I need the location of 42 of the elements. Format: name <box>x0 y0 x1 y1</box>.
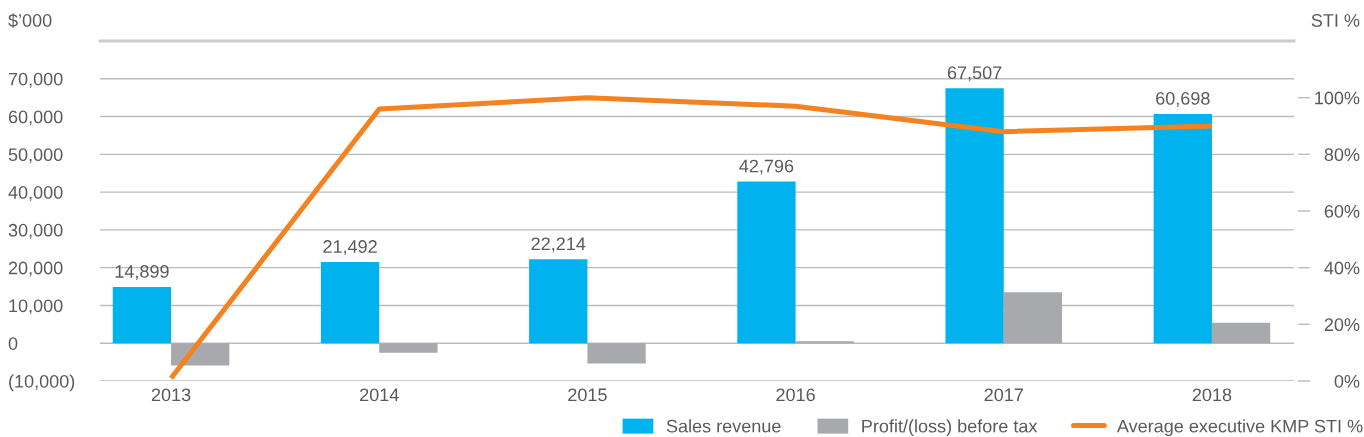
y2-tick-label: 40% <box>1324 261 1360 275</box>
y-tick-label: 40,000 <box>8 186 63 201</box>
y-axis-title: $’000 <box>8 13 52 28</box>
bar <box>112 286 172 344</box>
x-tick-label: 2013 <box>151 388 191 402</box>
bar <box>529 259 588 344</box>
y2-tick-label: 20% <box>1324 318 1360 332</box>
x-tick-label: 2015 <box>568 388 607 402</box>
y2-tick-label: 0% <box>1334 374 1360 388</box>
legend-label: Sales revenue <box>666 419 781 433</box>
y-tick-label: 20,000 <box>8 261 63 277</box>
bar <box>320 262 380 344</box>
data-label: 22,214 <box>531 237 586 253</box>
data-label: 67,507 <box>947 66 1002 82</box>
data-label: 21,492 <box>323 240 377 256</box>
y-tick-label: 70,000 <box>8 72 63 88</box>
y2-tick-label: 100% <box>1315 91 1360 105</box>
y-tick-label: 30,000 <box>8 223 63 239</box>
bar <box>379 343 438 353</box>
data-label: 14,899 <box>115 265 169 280</box>
bar <box>737 181 796 344</box>
y2-axis-title: STI % <box>1311 14 1360 27</box>
x-tick-label: 2016 <box>776 388 815 402</box>
y-tick-label: (10,000) <box>9 374 75 392</box>
bar <box>1211 322 1271 344</box>
y2-tick-label: 80% <box>1324 148 1360 162</box>
legend-label: Average executive KMP STI % <box>1116 419 1363 437</box>
data-label: 42,796 <box>739 159 794 175</box>
y-tick-label: 10,000 <box>9 299 63 315</box>
bar <box>945 88 1004 344</box>
data-label: 60,698 <box>1156 92 1210 107</box>
y2-tick-label: 60% <box>1324 204 1360 218</box>
x-tick-label: 2017 <box>984 388 1023 402</box>
bar <box>1153 113 1212 344</box>
y-tick-label: 50,000 <box>8 148 63 164</box>
y-tick-label: 0 <box>8 337 18 350</box>
bar <box>587 343 646 364</box>
bar <box>1003 292 1063 344</box>
x-tick-label: 2018 <box>1192 388 1232 402</box>
y-tick-label: 60,000 <box>8 110 63 126</box>
x-tick-label: 2014 <box>360 388 399 402</box>
legend-label: Profit/(loss) before tax <box>862 419 1038 437</box>
